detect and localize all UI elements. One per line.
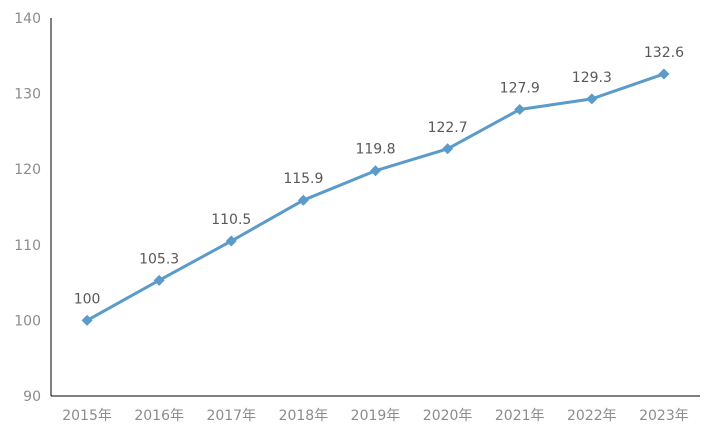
data-label: 127.9 bbox=[500, 80, 540, 96]
data-point-marker bbox=[658, 68, 670, 80]
data-point-marker bbox=[586, 93, 598, 105]
x-tick-label: 2021年 bbox=[495, 408, 545, 424]
y-tick-labels: 90 100 110 120 130 140 bbox=[14, 11, 41, 405]
x-tick-label: 2018年 bbox=[279, 408, 329, 424]
y-tick-label: 140 bbox=[14, 11, 41, 27]
x-tick-label: 2019年 bbox=[351, 408, 401, 424]
data-label: 115.9 bbox=[283, 171, 323, 187]
data-label: 119.8 bbox=[355, 142, 395, 158]
data-label: 105.3 bbox=[139, 251, 179, 267]
x-tick-label: 2016年 bbox=[134, 408, 184, 424]
y-tick-label: 120 bbox=[14, 162, 41, 178]
x-tick-label: 2023年 bbox=[639, 408, 689, 424]
y-tick-label: 130 bbox=[14, 87, 41, 103]
x-tick-label: 2015年 bbox=[62, 408, 112, 424]
data-point-marker bbox=[297, 194, 309, 206]
y-tick-label: 100 bbox=[14, 313, 41, 329]
y-tick-label: 110 bbox=[14, 238, 41, 254]
data-label: 122.7 bbox=[428, 120, 468, 136]
data-label: 110.5 bbox=[211, 212, 251, 228]
data-label: 100 bbox=[74, 291, 101, 307]
x-tick-label: 2022年 bbox=[567, 408, 617, 424]
series-group: 100 105.3 110.5 115.9 119.8 122.7 127.9 129.3 13… bbox=[74, 45, 684, 326]
x-tick-label: 2020年 bbox=[423, 408, 473, 424]
x-tick-labels: 2015年 2016年 2017年 2018年 2019年 2020年 2021年 2022年… bbox=[62, 408, 689, 424]
series-line bbox=[86, 72, 665, 322]
x-tick-label: 2017年 bbox=[206, 408, 256, 424]
data-point-marker bbox=[514, 103, 526, 115]
data-point-marker bbox=[81, 314, 93, 326]
data-label: 129.3 bbox=[572, 70, 612, 86]
y-tick-label: 90 bbox=[23, 389, 41, 405]
data-point-marker bbox=[225, 235, 237, 247]
data-label: 132.6 bbox=[644, 45, 684, 61]
data-point-marker bbox=[442, 143, 454, 155]
axes bbox=[50, 18, 700, 397]
data-point-marker bbox=[153, 274, 165, 286]
data-point-marker bbox=[370, 165, 381, 177]
